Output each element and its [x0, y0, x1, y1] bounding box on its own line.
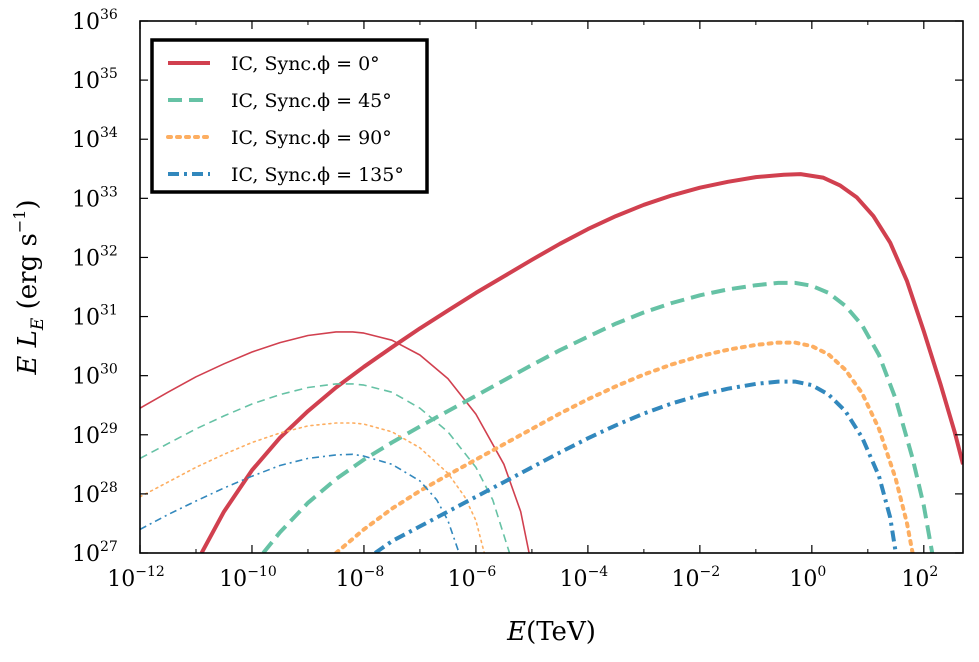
x-tick-label: 10−2	[672, 564, 721, 592]
x-tick-label: 10−12	[107, 564, 165, 592]
series-line-sync-5	[140, 422, 486, 553]
legend-label: IC, Sync.ϕ = 0°	[231, 53, 380, 75]
y-tick-label: 1029	[72, 421, 118, 449]
legend-label: IC, Sync.ϕ = 90°	[231, 127, 392, 149]
legend-label: IC, Sync.ϕ = 45°	[231, 90, 392, 112]
series-line-ic-2	[261, 280, 935, 553]
y-tick-label: 1028	[72, 480, 118, 508]
legend: IC, Sync.ϕ = 0° IC, Sync.ϕ = 45° IC, Sync.…	[150, 38, 429, 194]
x-tick-label: 10−8	[336, 564, 385, 592]
label-layer: E(TeV) E LE (erg s−1)	[10, 199, 596, 647]
series-layer	[140, 172, 963, 553]
y-tick-label: 1033	[72, 184, 118, 212]
y-tick-label: 1031	[72, 303, 118, 331]
x-tick-label: 10−4	[560, 564, 609, 592]
y-tick-label: 1036	[72, 7, 118, 35]
x-tick-label: 102	[901, 564, 938, 592]
x-tick-label: 10−10	[219, 564, 277, 592]
y-axis-label: E LE (erg s−1)	[10, 199, 48, 375]
y-tick-label: 1027	[72, 539, 118, 567]
legend-label: IC, Sync.ϕ = 135°	[231, 164, 404, 186]
x-tick-label: 10−6	[448, 564, 497, 592]
tick-layer: 10−12 10−10 10−8 10−6 10−4 10−2 100 102 1027 1028…	[72, 7, 963, 592]
legend-box	[150, 38, 429, 194]
y-tick-label: 1034	[72, 125, 118, 153]
y-tick-label: 1030	[72, 362, 118, 390]
y-tick-label: 1032	[72, 243, 118, 271]
plot-frame	[139, 20, 964, 554]
series-line-ic-0	[199, 172, 963, 553]
series-line-sync-3	[140, 383, 511, 553]
series-line-sync-7	[140, 453, 460, 553]
series-line-sync-1	[140, 331, 530, 553]
x-tick-label: 100	[789, 564, 826, 592]
x-axis-label: E(TeV)	[506, 617, 596, 647]
y-tick-label: 1035	[72, 66, 118, 94]
series-line-ic-4	[334, 340, 915, 553]
